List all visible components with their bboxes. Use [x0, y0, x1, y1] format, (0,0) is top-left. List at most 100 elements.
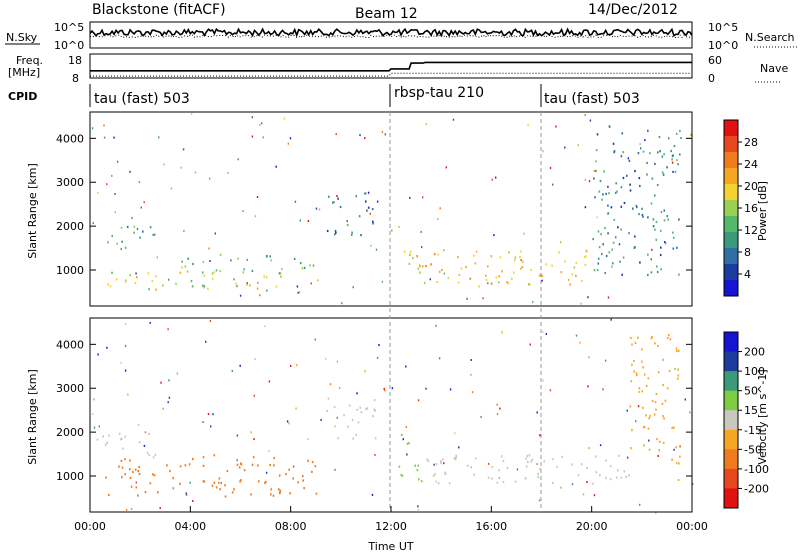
- heatmap-noise-cell: [584, 178, 587, 181]
- heatmap-noise-cell: [610, 318, 612, 321]
- heatmap-cell: [273, 456, 275, 460]
- heatmap-cell: [647, 273, 649, 277]
- heatmap-noise-cell: [672, 170, 674, 173]
- heatmap-noise-cell: [114, 193, 116, 195]
- heatmap-noise-cell: [103, 136, 106, 139]
- heatmap-cell: [315, 492, 318, 495]
- heatmap-cell: [179, 482, 181, 485]
- heatmap-cell: [594, 196, 596, 199]
- heatmap-cell: [678, 462, 680, 465]
- heatmap-cell: [416, 255, 418, 258]
- heatmap-noise-cell: [391, 229, 393, 232]
- heatmap-noise-cell: [580, 302, 582, 305]
- heatmap-noise-cell: [138, 181, 141, 183]
- heatmap-cell: [137, 470, 139, 473]
- heatmap-noise-cell: [135, 481, 137, 484]
- heatmap-cell: [412, 257, 414, 260]
- heatmap-cell: [663, 219, 666, 222]
- heatmap-cell: [240, 479, 242, 482]
- heatmap-noise-cell: [662, 359, 664, 362]
- heatmap-noise-cell: [495, 176, 497, 179]
- heatmap-cell: [592, 238, 594, 241]
- heatmap-cell: [436, 280, 438, 283]
- heatmap-cell: [169, 469, 171, 473]
- heatmap-noise-cell: [250, 431, 252, 434]
- heatmap-cell: [455, 456, 457, 459]
- heatmap-cell: [107, 241, 109, 244]
- heatmap-cell: [129, 459, 131, 462]
- heatmap-cell: [667, 137, 670, 140]
- heatmap-cell: [634, 170, 636, 173]
- heatmap-cell: [105, 476, 107, 479]
- colorbar-tick-label: 20: [744, 180, 758, 193]
- colorbar-swatch: [724, 410, 738, 431]
- heatmap-cell: [604, 227, 606, 230]
- heatmap-cell: [641, 390, 643, 393]
- heatmap-cell: [371, 208, 374, 211]
- freq-axis-label-line1: Freq.: [16, 54, 43, 67]
- heatmap-cell: [620, 155, 623, 158]
- heatmap-cell: [633, 370, 635, 373]
- heatmap-cell: [537, 472, 539, 475]
- colorbar-swatch: [724, 184, 738, 201]
- heatmap-cell: [678, 218, 680, 221]
- heatmap-noise-cell: [98, 425, 100, 428]
- heatmap-noise-cell: [626, 456, 629, 459]
- colorbar-tick-label: -50: [744, 443, 762, 456]
- heatmap-cell: [622, 256, 625, 259]
- heatmap-noise-cell: [106, 346, 108, 349]
- heatmap-cell: [133, 225, 136, 228]
- heatmap-noise-cell: [480, 415, 482, 418]
- heatmap-cell: [249, 284, 251, 287]
- heatmap-cell: [243, 268, 245, 271]
- heatmap-cell: [202, 456, 205, 459]
- heatmap-noise-cell: [384, 389, 386, 392]
- heatmap-noise-cell: [555, 125, 557, 128]
- heatmap-cell: [433, 253, 436, 256]
- heatmap-noise-cell: [289, 137, 292, 140]
- heatmap-noise-cell: [671, 161, 674, 164]
- heatmap-noise-cell: [208, 177, 211, 180]
- colorbar-tick-label: 16: [744, 202, 758, 215]
- heatmap-cell: [109, 285, 112, 288]
- heatmap-cell: [670, 149, 672, 153]
- heatmap-noise-cell: [655, 511, 657, 514]
- colorbar-swatch: [724, 488, 738, 509]
- heatmap-noise-cell: [93, 426, 96, 429]
- heatmap-cell: [343, 414, 345, 417]
- heatmap-cell: [155, 288, 157, 291]
- heatmap-cell: [652, 225, 655, 228]
- heatmap-cell: [595, 471, 598, 474]
- heatmap-cell: [279, 490, 281, 494]
- heatmap-cell: [203, 286, 205, 289]
- heatmap-cell: [351, 419, 354, 422]
- heatmap-noise-cell: [588, 447, 590, 450]
- heatmap-cell: [365, 192, 367, 195]
- heatmap-noise-cell: [529, 343, 531, 346]
- heatmap-cell: [334, 233, 336, 236]
- heatmap-cell: [638, 177, 641, 180]
- heatmap-noise-cell: [378, 344, 380, 346]
- heatmap-cell: [263, 275, 265, 278]
- heatmap-cell: [230, 259, 232, 262]
- heatmap-noise-cell: [116, 160, 119, 163]
- heatmap-cell: [610, 206, 613, 209]
- heatmap-noise-cell: [124, 369, 127, 372]
- heatmap-cell: [285, 473, 287, 476]
- heatmap-cell: [432, 474, 435, 477]
- nsky-right-tick-bottom: 10^0: [708, 39, 738, 52]
- heatmap-cell: [660, 246, 662, 249]
- heatmap-cell: [647, 129, 649, 132]
- heatmap-cell: [348, 404, 351, 407]
- heatmap-cell: [662, 173, 665, 176]
- heatmap-noise-cell: [536, 463, 538, 466]
- heatmap-cell: [677, 349, 680, 352]
- heatmap-noise-cell: [210, 425, 212, 428]
- heatmap-cell: [334, 425, 336, 428]
- heatmap-noise-cell: [482, 297, 484, 300]
- nsky-right-tick-top: 10^5: [708, 21, 738, 34]
- heatmap-cell: [608, 125, 611, 129]
- heatmap-cell: [521, 265, 524, 268]
- heatmap-noise-cell: [143, 444, 146, 447]
- heatmap-cell: [677, 163, 679, 166]
